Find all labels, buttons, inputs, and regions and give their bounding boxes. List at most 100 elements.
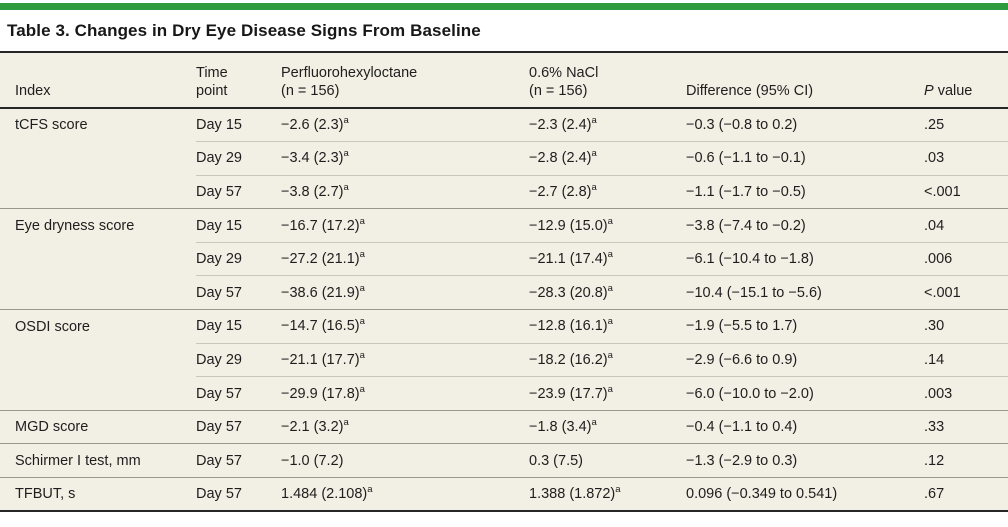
- footnote-marker: a: [367, 484, 373, 496]
- table-row: MGD score Day 57 −2.1 (3.2)a −1.8 (3.4)a −0.…: [0, 409, 1008, 444]
- cell-p-value: .03: [924, 141, 1008, 176]
- dry-eye-signs-table: Index Time point Perfluorohexyloctane (n…: [0, 51, 1008, 513]
- cell-pfho: −29.9 (17.8)a: [281, 376, 529, 411]
- cell-time-point: Day 57: [196, 275, 281, 310]
- cell-index: OSDI score: [0, 309, 196, 344]
- cell-index: [0, 343, 196, 377]
- cell-difference: −1.9 (−5.5 to 1.7): [686, 309, 924, 344]
- cell-difference: −6.0 (−10.0 to −2.0): [686, 376, 924, 411]
- cell-time-point: Day 57: [196, 443, 281, 478]
- cell-index: [0, 377, 196, 411]
- table-row: Day 57 −29.9 (17.8)a −23.9 (17.7)a −6.0 (−1…: [0, 376, 1008, 411]
- cell-time-point: Day 57: [196, 174, 281, 209]
- cell-pfho: −2.6 (2.3)a: [281, 107, 529, 142]
- footnote-marker: a: [343, 417, 349, 429]
- table-row: OSDI score Day 15 −14.7 (16.5)a −12.8 (16.1…: [0, 309, 1008, 344]
- cell-index: tCFS score: [0, 107, 196, 142]
- table-row: Day 57 −3.8 (2.7)a −2.7 (2.8)a −1.1 (−1.7 t…: [0, 174, 1008, 209]
- footnote-marker: a: [359, 383, 365, 395]
- cell-time-point: Day 15: [196, 208, 281, 243]
- cell-p-value: .67: [924, 477, 1008, 513]
- footnote-marker: a: [591, 115, 597, 127]
- cell-time-point: Day 15: [196, 309, 281, 344]
- cell-pfho: −27.2 (21.1)a: [281, 241, 529, 276]
- footnote-marker: a: [343, 182, 349, 194]
- cell-p-value: .003: [924, 376, 1008, 411]
- footnote-marker: a: [343, 115, 349, 127]
- cell-nacl: −2.3 (2.4)a: [529, 107, 686, 142]
- cell-nacl: −2.8 (2.4)a: [529, 141, 686, 176]
- column-header-nacl: 0.6% NaCl (n = 156): [529, 51, 686, 109]
- table-title: Table 3. Changes in Dry Eye Disease Sign…: [7, 21, 481, 40]
- cell-nacl: −12.8 (16.1)a: [529, 309, 686, 344]
- cell-difference: −0.3 (−0.8 to 0.2): [686, 107, 924, 142]
- column-header-index: Index: [0, 51, 196, 109]
- p-value-italic-letter: P: [924, 82, 934, 99]
- cell-p-value: <.001: [924, 174, 1008, 209]
- footnote-marker: a: [359, 282, 365, 294]
- footnote-marker: a: [359, 350, 365, 362]
- cell-nacl: −2.7 (2.8)a: [529, 174, 686, 209]
- cell-index: [0, 142, 196, 176]
- cell-pfho: −21.1 (17.7)a: [281, 342, 529, 377]
- cell-time-point: Day 15: [196, 107, 281, 142]
- cell-nacl: −21.1 (17.4)a: [529, 241, 686, 276]
- cell-difference: −2.9 (−6.6 to 0.9): [686, 342, 924, 377]
- footnote-marker: a: [591, 182, 597, 194]
- cell-p-value: .12: [924, 443, 1008, 478]
- cell-p-value: .25: [924, 107, 1008, 142]
- p-value-label-rest: value: [933, 82, 973, 99]
- cell-nacl: 0.3 (7.5): [529, 443, 686, 478]
- cell-pfho: −3.8 (2.7)a: [281, 174, 529, 209]
- footnote-marker: a: [607, 215, 613, 227]
- column-header-pfho: Perfluorohexyloctane (n = 156): [281, 51, 529, 109]
- cell-pfho: −14.7 (16.5)a: [281, 309, 529, 344]
- cell-time-point: Day 57: [196, 477, 281, 513]
- column-header-time-point: Time point: [196, 51, 281, 109]
- cell-difference: −0.4 (−1.1 to 0.4): [686, 409, 924, 444]
- table-row: Day 29 −3.4 (2.3)a −2.8 (2.4)a −0.6 (−1.1 t…: [0, 141, 1008, 176]
- cell-difference: −3.8 (−7.4 to −0.2): [686, 208, 924, 243]
- cell-pfho: −2.1 (3.2)a: [281, 409, 529, 444]
- footnote-marker: a: [359, 215, 365, 227]
- cell-nacl: −28.3 (20.8)a: [529, 275, 686, 310]
- footnote-marker: a: [607, 383, 613, 395]
- footnote-marker: a: [607, 316, 613, 328]
- cell-nacl: 1.388 (1.872)a: [529, 477, 686, 513]
- cell-nacl: −1.8 (3.4)a: [529, 409, 686, 444]
- cell-pfho: 1.484 (2.108)a: [281, 477, 529, 513]
- footnote-marker: a: [607, 350, 613, 362]
- cell-difference: 0.096 (−0.349 to 0.541): [686, 477, 924, 513]
- footnote-marker: a: [615, 484, 621, 496]
- footnote-marker: a: [359, 249, 365, 261]
- footnote-marker: a: [607, 282, 613, 294]
- cell-nacl: −18.2 (16.2)a: [529, 342, 686, 377]
- table-header: Index Time point Perfluorohexyloctane (n…: [0, 51, 1008, 109]
- cell-pfho: −1.0 (7.2): [281, 443, 529, 478]
- footnote-marker: a: [607, 249, 613, 261]
- table-row: TFBUT, s Day 57 1.484 (2.108)a 1.388 (1.872…: [0, 477, 1008, 513]
- cell-difference: −0.6 (−1.1 to −0.1): [686, 141, 924, 176]
- cell-index: [0, 242, 196, 276]
- cell-index: Schirmer I test, mm: [0, 443, 196, 478]
- footnote-marker: a: [591, 148, 597, 160]
- cell-p-value: .006: [924, 241, 1008, 276]
- table-row: Day 57 −38.6 (21.9)a −28.3 (20.8)a −10.4 (−…: [0, 275, 1008, 310]
- cell-difference: −1.1 (−1.7 to −0.5): [686, 174, 924, 209]
- cell-difference: −10.4 (−15.1 to −5.6): [686, 275, 924, 310]
- cell-time-point: Day 29: [196, 141, 281, 176]
- cell-index: MGD score: [0, 409, 196, 444]
- cell-nacl: −12.9 (15.0)a: [529, 208, 686, 243]
- cell-index: Eye dryness score: [0, 208, 196, 243]
- cell-pfho: −3.4 (2.3)a: [281, 141, 529, 176]
- table-row: Day 29 −21.1 (17.7)a −18.2 (16.2)a −2.9 (−6…: [0, 342, 1008, 377]
- cell-time-point: Day 29: [196, 342, 281, 377]
- cell-time-point: Day 57: [196, 376, 281, 411]
- cell-pfho: −16.7 (17.2)a: [281, 208, 529, 243]
- cell-p-value: <.001: [924, 275, 1008, 310]
- cell-p-value: .04: [924, 208, 1008, 243]
- header-row: Index Time point Perfluorohexyloctane (n…: [0, 51, 1008, 109]
- table-body: tCFS score Day 15 −2.6 (2.3)a −2.3 (2.4)a −0…: [0, 107, 1008, 513]
- column-header-difference: Difference (95% CI): [686, 51, 924, 109]
- cell-p-value: .30: [924, 309, 1008, 344]
